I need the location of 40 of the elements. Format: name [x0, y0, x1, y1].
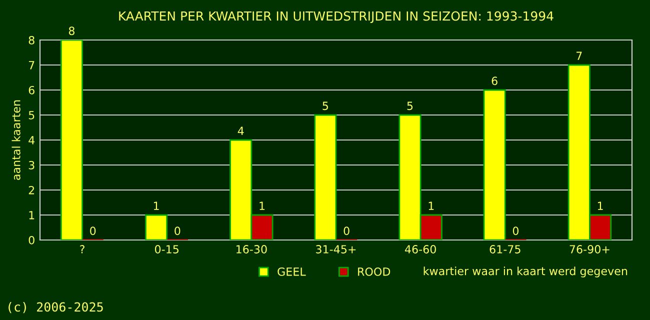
chart-title: KAARTEN PER KWARTIER IN UITWEDSTRIJDEN IN SEIZOEN: 1993-1994 — [119, 11, 554, 24]
y-tick-label: 0 — [28, 236, 34, 244]
data-label: 1 — [260, 202, 265, 210]
x-tick-label: 46-60 — [404, 245, 436, 254]
bar — [483, 89, 506, 240]
legend-label: GEEL — [278, 267, 306, 276]
x-tick-label: 16-30 — [236, 245, 267, 254]
data-label: 0 — [90, 226, 96, 236]
data-label: 1 — [598, 202, 603, 210]
y-tick-label: 7 — [28, 61, 34, 70]
y-tick-label: 4 — [28, 136, 35, 144]
x-axis-title: kwartier waar in kaart werd gegeven — [424, 266, 628, 278]
data-label: 0 — [512, 226, 519, 236]
data-label: 5 — [407, 102, 413, 110]
y-tick-label: 8 — [28, 36, 34, 44]
bar — [145, 214, 168, 240]
x-tick-label: 31-45+ — [316, 245, 356, 254]
y-tick-label: 6 — [28, 86, 34, 94]
data-label: 0 — [344, 226, 350, 236]
data-label: 6 — [492, 76, 498, 86]
x-tick-label: ? — [80, 245, 84, 254]
x-tick-label: 61-75 — [490, 245, 520, 254]
y-tick-label: 2 — [28, 186, 34, 194]
y-axis-title: aantal kaarten — [12, 100, 20, 180]
text: (c) 2006-2025 — [8, 302, 103, 314]
data-label: 1 — [154, 202, 159, 210]
legend-label: ROOD — [358, 267, 390, 276]
x-tick-label: 0-15 — [154, 245, 178, 254]
y-tick-label: 1 — [29, 211, 34, 220]
data-label: 5 — [322, 102, 328, 110]
data-label: 7 — [576, 52, 582, 60]
data-label: 1 — [428, 202, 434, 210]
bar — [314, 114, 337, 240]
y-tick-label: 3 — [28, 160, 34, 170]
y-tick-label: 5 — [28, 111, 34, 120]
x-tick-label: 76-90+ — [570, 245, 610, 254]
data-label: 4 — [238, 126, 244, 135]
bar — [60, 40, 83, 240]
data-label: 8 — [68, 26, 74, 36]
data-label: 0 — [174, 226, 180, 236]
